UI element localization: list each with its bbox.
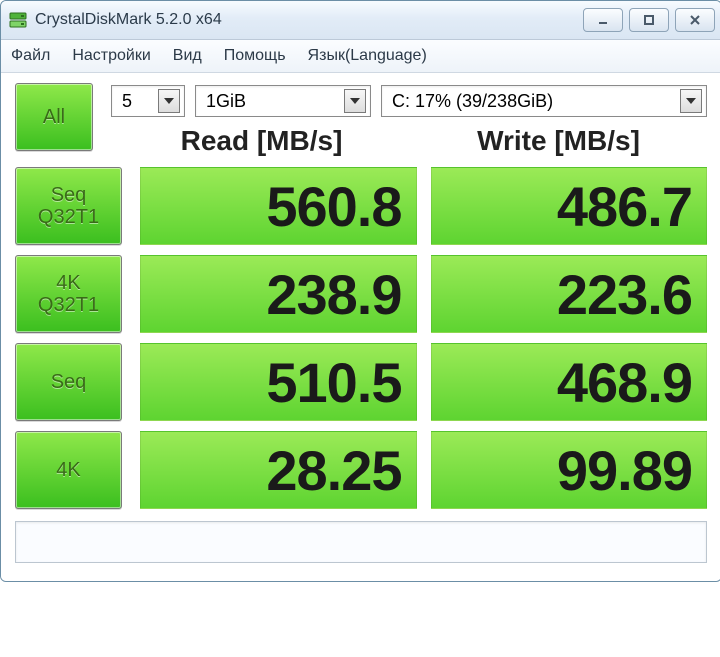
4k-read: 28.25 [140, 431, 417, 509]
maximize-button[interactable] [629, 8, 669, 32]
menu-file[interactable]: Файл [11, 47, 50, 65]
status-bar [15, 521, 707, 563]
dropdown-arrow-icon [680, 89, 702, 113]
btn-label: 4K [56, 459, 80, 481]
titlebar: CrystalDiskMark 5.2.0 x64 [1, 1, 720, 40]
passes-select[interactable]: 5 [111, 85, 185, 117]
run-seq-q32t1-button[interactable]: Seq Q32T1 [15, 167, 122, 245]
seq-q32t1-read: 560.8 [140, 167, 417, 245]
passes-value: 5 [122, 91, 132, 112]
app-window: CrystalDiskMark 5.2.0 x64 Файл Настройки… [0, 0, 720, 582]
run-all-label: All [43, 106, 65, 128]
run-4k-button[interactable]: 4K [15, 431, 122, 509]
app-icon [9, 11, 27, 29]
window-controls [583, 8, 715, 32]
dropdown-arrow-icon [158, 89, 180, 113]
size-value: 1GiB [206, 91, 246, 112]
seq-read: 510.5 [140, 343, 417, 421]
menu-language[interactable]: Язык(Language) [308, 47, 427, 65]
4k-write: 99.89 [431, 431, 708, 509]
size-select[interactable]: 1GiB [195, 85, 371, 117]
row-seq-q32t1: Seq Q32T1 560.8 486.7 [15, 167, 707, 245]
window-title: CrystalDiskMark 5.2.0 x64 [35, 11, 583, 29]
header-read: Read [MB/s] [113, 125, 410, 157]
minimize-button[interactable] [583, 8, 623, 32]
btn-label: Seq [51, 371, 87, 393]
4k-q32t1-read: 238.9 [140, 255, 417, 333]
row-seq: Seq 510.5 468.9 [15, 343, 707, 421]
seq-q32t1-write: 486.7 [431, 167, 708, 245]
header-write: Write [MB/s] [410, 125, 707, 157]
dropdown-arrow-icon [344, 89, 366, 113]
drive-value: C: 17% (39/238GiB) [392, 91, 553, 112]
btn-label: 4K Q32T1 [38, 272, 99, 316]
seq-write: 468.9 [431, 343, 708, 421]
menu-help[interactable]: Помощь [224, 47, 286, 65]
row-4k: 4K 28.25 99.89 [15, 431, 707, 509]
drive-select[interactable]: C: 17% (39/238GiB) [381, 85, 707, 117]
btn-label: Seq Q32T1 [38, 184, 99, 228]
run-all-button[interactable]: All [15, 83, 93, 151]
run-seq-button[interactable]: Seq [15, 343, 122, 421]
menubar: Файл Настройки Вид Помощь Язык(Language) [1, 40, 720, 73]
row-4k-q32t1: 4K Q32T1 238.9 223.6 [15, 255, 707, 333]
4k-q32t1-write: 223.6 [431, 255, 708, 333]
menu-settings[interactable]: Настройки [72, 47, 150, 65]
run-4k-q32t1-button[interactable]: 4K Q32T1 [15, 255, 122, 333]
content-area: All 5 1GiB C: 17% (39/238GiB) [1, 73, 720, 581]
close-button[interactable] [675, 8, 715, 32]
menu-view[interactable]: Вид [173, 47, 202, 65]
